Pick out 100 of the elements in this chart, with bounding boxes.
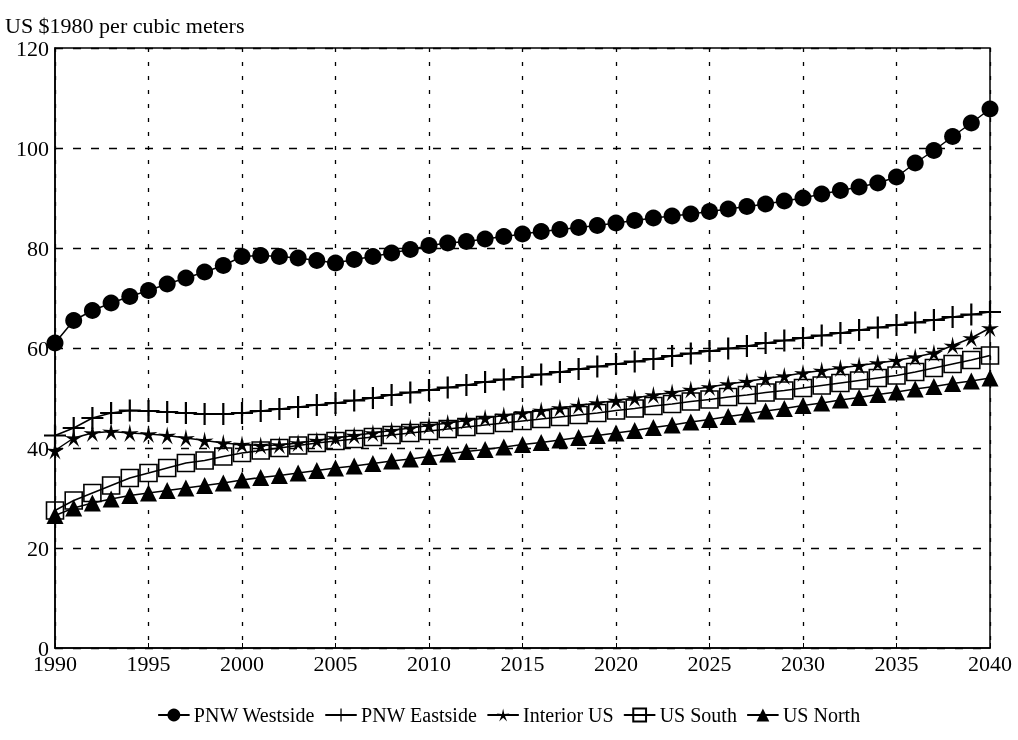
point xyxy=(906,154,924,172)
point xyxy=(887,351,906,370)
point xyxy=(738,198,756,215)
point xyxy=(139,425,158,443)
point xyxy=(792,327,814,349)
point xyxy=(195,451,214,470)
point xyxy=(682,413,700,431)
point xyxy=(644,396,663,416)
point xyxy=(735,335,758,357)
point xyxy=(363,424,382,442)
x-tick-label: 2025 xyxy=(687,650,732,676)
x-tick-label: 1995 xyxy=(126,650,171,676)
point xyxy=(700,378,719,396)
point xyxy=(176,453,196,473)
point xyxy=(570,429,588,446)
x-tick-label: 2035 xyxy=(874,650,919,676)
point xyxy=(420,416,438,435)
point xyxy=(361,387,384,409)
point xyxy=(532,401,551,420)
point xyxy=(981,100,999,118)
point xyxy=(794,364,812,382)
point xyxy=(252,247,270,264)
point xyxy=(513,411,532,431)
point xyxy=(868,368,888,388)
point xyxy=(962,329,981,347)
legend-label: PNW Westside xyxy=(193,704,315,726)
point xyxy=(83,494,101,512)
point xyxy=(701,203,718,220)
point xyxy=(738,405,756,423)
point xyxy=(251,436,270,455)
point xyxy=(140,282,157,299)
point xyxy=(644,209,662,227)
point xyxy=(626,212,644,229)
point xyxy=(420,237,438,254)
point xyxy=(438,419,457,439)
legend-label: US South xyxy=(659,704,737,726)
point xyxy=(794,189,812,207)
point xyxy=(475,415,495,435)
point xyxy=(308,252,326,269)
point xyxy=(158,482,176,499)
point xyxy=(924,344,943,362)
point xyxy=(345,251,363,268)
y-tick-label: 80 xyxy=(27,235,49,261)
point xyxy=(719,375,738,393)
point xyxy=(905,362,925,382)
point xyxy=(904,311,927,334)
point xyxy=(139,463,158,483)
point xyxy=(399,381,422,404)
point xyxy=(548,361,571,383)
point xyxy=(495,438,513,456)
point xyxy=(380,384,403,406)
point xyxy=(569,405,588,425)
point xyxy=(757,402,775,420)
point xyxy=(439,445,457,463)
point xyxy=(831,359,850,377)
point xyxy=(737,372,756,391)
point xyxy=(345,457,363,475)
point xyxy=(120,424,139,442)
legend-label: PNW Eastside xyxy=(361,704,477,726)
point xyxy=(757,195,775,213)
point xyxy=(494,406,513,425)
point xyxy=(943,336,962,355)
point xyxy=(831,391,849,409)
point xyxy=(644,386,663,404)
point xyxy=(661,345,684,367)
point xyxy=(102,294,120,312)
point xyxy=(268,398,291,420)
point xyxy=(382,425,401,445)
point xyxy=(719,408,737,425)
point xyxy=(476,230,494,248)
point xyxy=(868,354,887,372)
point xyxy=(885,314,908,336)
point xyxy=(794,397,812,414)
point xyxy=(756,383,775,402)
point xyxy=(944,375,962,392)
point xyxy=(438,414,457,432)
point xyxy=(925,378,943,395)
point xyxy=(252,469,270,486)
point xyxy=(810,324,833,347)
point xyxy=(550,399,569,417)
point xyxy=(270,467,288,484)
point xyxy=(980,346,1000,365)
point xyxy=(962,350,981,370)
legend-label: US North xyxy=(782,704,861,726)
point xyxy=(100,402,123,424)
point xyxy=(214,447,233,466)
x-tick-label: 2010 xyxy=(407,650,451,676)
point xyxy=(343,389,366,412)
point xyxy=(775,192,793,210)
point xyxy=(137,400,160,422)
point xyxy=(644,419,662,436)
point xyxy=(626,422,644,439)
point xyxy=(196,477,214,494)
point xyxy=(962,372,980,390)
point xyxy=(717,337,740,360)
point xyxy=(121,288,139,305)
point xyxy=(831,373,850,393)
legend-label: Interior US xyxy=(523,704,614,726)
point xyxy=(605,353,627,375)
point xyxy=(850,356,869,375)
